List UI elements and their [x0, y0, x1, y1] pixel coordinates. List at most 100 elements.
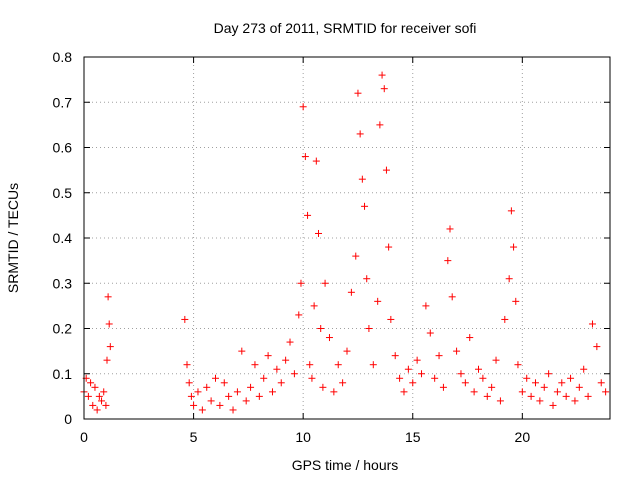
data-point [194, 388, 202, 396]
data-point [409, 379, 417, 387]
data-point [391, 352, 399, 360]
data-point [95, 392, 103, 400]
data-point [531, 379, 539, 387]
data-point [588, 320, 596, 328]
data-point [216, 401, 224, 409]
data-point [339, 379, 347, 387]
data-point [413, 356, 421, 364]
y-tick-label: 0.2 [53, 321, 73, 337]
data-point [382, 166, 390, 174]
data-point [330, 388, 338, 396]
data-point [84, 392, 92, 400]
y-tick-label: 0.5 [53, 185, 73, 201]
data-point [260, 374, 268, 382]
data-point [461, 379, 469, 387]
y-tick-labels: 0 0.1 0.2 0.3 0.4 0.5 0.6 0.7 0.8 [53, 49, 73, 427]
data-point [602, 388, 610, 396]
data-point [496, 397, 504, 405]
data-point [87, 379, 95, 387]
data-point [93, 406, 101, 414]
data-point [290, 370, 298, 378]
data-point [510, 243, 518, 251]
data-point [553, 388, 561, 396]
data-point [198, 406, 206, 414]
x-tick-label: 15 [405, 429, 421, 445]
data-point [584, 392, 592, 400]
data-points [80, 71, 610, 414]
data-point [446, 225, 454, 233]
data-point [483, 392, 491, 400]
data-point [295, 311, 303, 319]
data-point [475, 365, 482, 373]
data-point [242, 397, 250, 405]
data-point [558, 379, 566, 387]
data-point [105, 320, 113, 328]
data-point [470, 388, 478, 396]
data-point [104, 293, 112, 301]
data-point [575, 383, 583, 391]
data-point [212, 374, 219, 382]
data-point [385, 243, 393, 251]
data-point [365, 325, 373, 332]
data-point [527, 392, 535, 400]
data-point [400, 388, 408, 396]
data-point [286, 338, 294, 346]
data-point [352, 252, 360, 260]
data-point [299, 103, 307, 111]
x-tick-label: 20 [515, 429, 531, 445]
data-point [507, 207, 515, 215]
data-point [358, 175, 366, 183]
x-tick-label: 0 [80, 429, 88, 445]
data-point [363, 275, 371, 283]
data-point [233, 388, 241, 396]
data-point [343, 347, 351, 355]
data-point [247, 383, 255, 391]
data-point [501, 315, 509, 323]
data-point [387, 315, 395, 323]
data-point [310, 302, 318, 310]
data-point [100, 388, 108, 396]
data-point [426, 329, 434, 337]
chart-title: Day 273 of 2011, SRMTID for receiver sof… [214, 20, 477, 36]
data-point [512, 297, 520, 305]
data-point [593, 343, 601, 351]
data-point [304, 211, 312, 219]
data-point [369, 361, 377, 369]
data-point [264, 352, 272, 360]
data-point [431, 374, 439, 382]
data-point [376, 121, 384, 129]
data-point [312, 157, 320, 165]
data-point [545, 370, 553, 378]
y-tick-label: 0.3 [53, 275, 73, 291]
data-point [103, 356, 111, 364]
data-point [597, 379, 605, 387]
data-point [523, 374, 531, 382]
x-tick-labels: 0 5 10 15 20 [80, 429, 530, 445]
data-point [207, 397, 215, 405]
data-point [251, 361, 259, 369]
data-point [229, 406, 237, 414]
data-point [277, 379, 285, 387]
data-point [448, 293, 456, 301]
data-point [190, 401, 198, 409]
data-point [282, 356, 290, 364]
data-point [273, 365, 281, 373]
y-tick-label: 0.8 [53, 49, 73, 65]
data-point [492, 356, 500, 364]
y-tick-label: 0.6 [53, 140, 73, 156]
data-point [505, 275, 513, 283]
data-point [453, 347, 461, 355]
data-point [306, 361, 314, 369]
data-point [374, 297, 382, 305]
data-point [319, 383, 327, 391]
data-point [435, 352, 443, 360]
data-point [238, 347, 246, 355]
data-point [181, 315, 189, 323]
data-point [268, 388, 276, 396]
data-point [354, 89, 362, 97]
data-point [321, 279, 329, 287]
data-point [418, 370, 426, 378]
plot-frame [83, 56, 611, 420]
